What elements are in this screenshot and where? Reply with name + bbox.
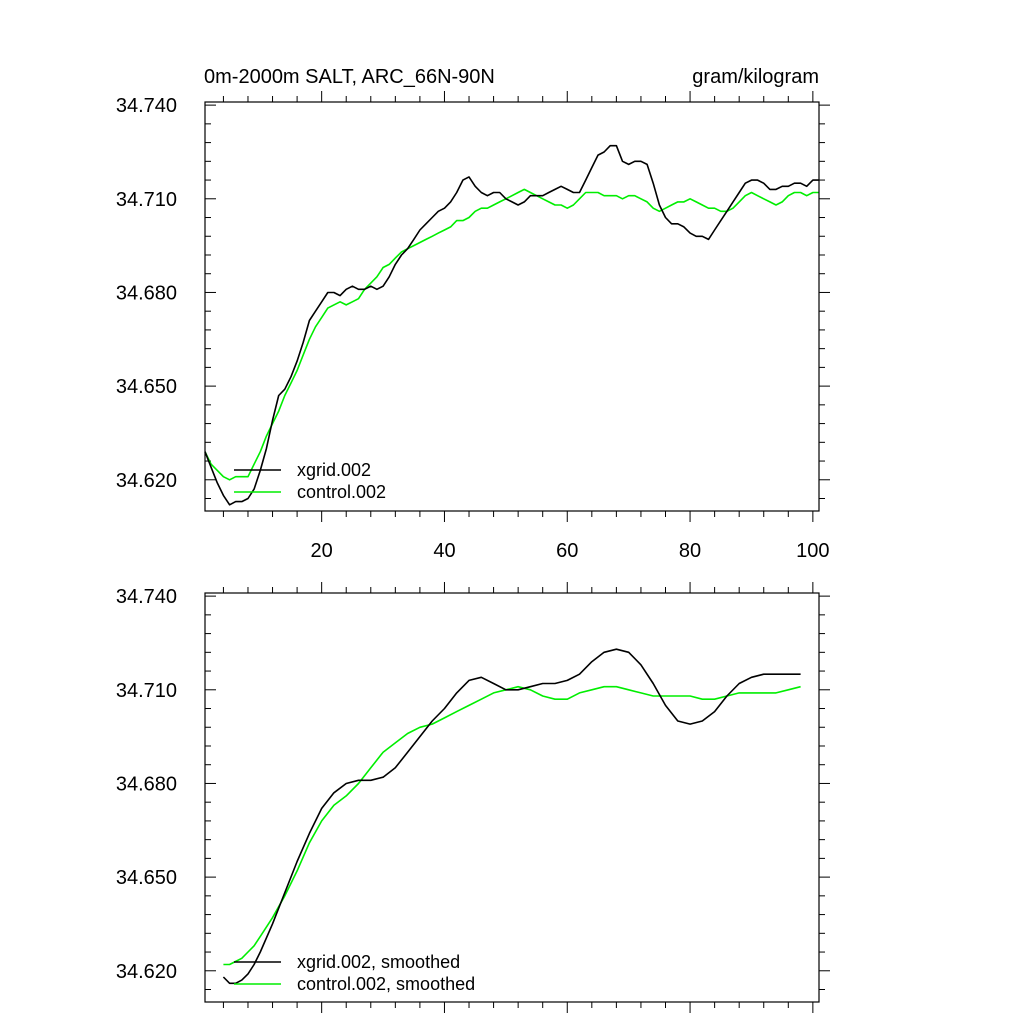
y-tick-label: 34.710 [116,189,177,211]
y-tick-label: 34.620 [116,961,177,983]
legend-label-xgrid: xgrid.002, smoothed [297,952,460,972]
series-line-control [223,685,801,966]
bottom-panel-marks: 34.620 34.650 34.680 34.710 34.740 xgrid.002,… [116,582,830,1013]
x-tick-label: 100 [796,540,829,562]
y-tick-label: 34.680 [116,773,177,795]
y-tick-label: 34.680 [116,282,177,304]
x-tick-label: 80 [679,540,701,562]
series-line-xgrid [204,144,819,506]
top-plot-frame [204,101,820,512]
y-tick-label: 34.740 [116,95,177,117]
bottom-plot-frame [204,592,820,1003]
bottom-panel: 34.620 34.650 34.680 34.710 34.740 xgrid.002,… [116,582,830,1013]
legend-label-control: control.002, smoothed [297,974,475,994]
y-tick-label: 34.650 [116,867,177,889]
x-tick-label: 40 [433,540,455,562]
top-panel-marks: 34.620 34.650 34.680 34.710 34.740 20 40 60 80 10… [116,91,830,562]
top-panel: 0m-2000m SALT, ARC_66N-90N gram/kilogram… [116,66,830,562]
x-tick-label: 20 [311,540,333,562]
chart-title: 0m-2000m SALT, ARC_66N-90N [204,66,495,88]
y-tick-label: 34.710 [116,680,177,702]
y-tick-label: 34.650 [116,376,177,398]
series-line-xgrid [222,648,801,985]
legend-label-control: control.002 [297,482,386,502]
y-tick-label: 34.620 [116,470,177,492]
legend-label-xgrid: xgrid.002 [297,460,371,480]
units-label: gram/kilogram [692,66,819,88]
x-tick-label: 60 [556,540,578,562]
series-line-control [204,188,819,481]
y-tick-label: 34.740 [116,586,177,608]
